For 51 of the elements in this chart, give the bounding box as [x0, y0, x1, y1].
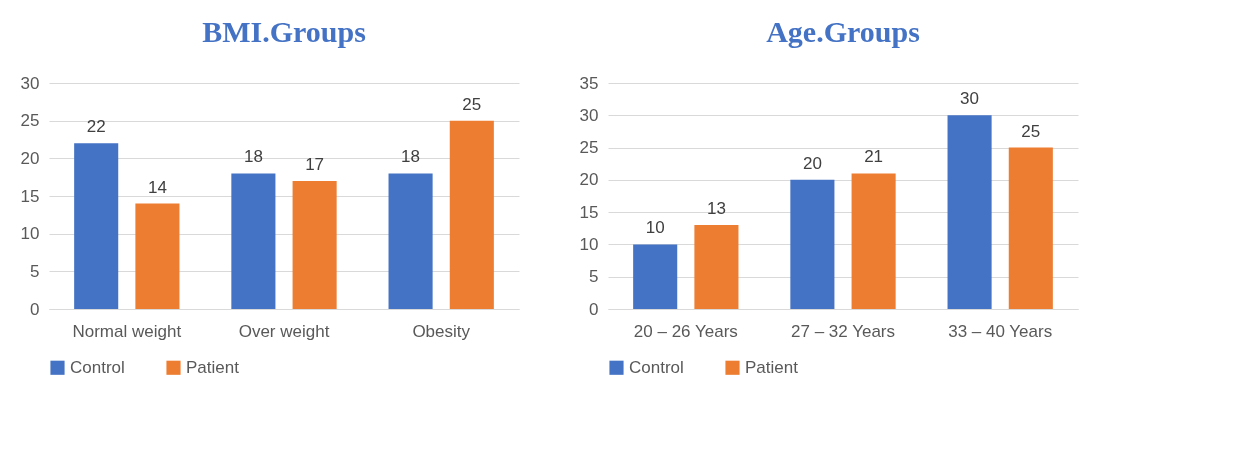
y-tick-label: 10	[20, 224, 40, 244]
y-tick-label: 15	[579, 202, 599, 222]
y-tick-label: 25	[579, 138, 599, 158]
data-label: 17	[305, 154, 325, 174]
bar	[633, 244, 678, 309]
y-tick-label: 25	[20, 111, 40, 131]
data-label: 25	[1021, 121, 1041, 141]
bar	[1008, 147, 1053, 309]
data-label: 30	[960, 89, 980, 109]
legend-label: Patient	[745, 357, 799, 377]
bar	[74, 143, 119, 309]
x-tick-label: Normal weight	[72, 321, 182, 341]
x-tick-label: 20 – 26 Years	[633, 321, 738, 341]
data-label: 18	[243, 147, 263, 167]
y-tick-label: 30	[579, 105, 599, 125]
y-tick-label: 0	[589, 299, 599, 319]
bar	[231, 173, 276, 309]
data-label: 18	[401, 147, 421, 167]
bar	[947, 115, 992, 309]
x-tick-label: 27 – 32 Years	[791, 321, 895, 341]
y-tick-label: 30	[20, 73, 40, 93]
bar	[851, 173, 896, 309]
y-tick-label: 35	[579, 73, 599, 93]
data-label: 14	[147, 177, 167, 197]
data-label: 22	[86, 117, 106, 137]
bar	[449, 120, 494, 309]
bar	[135, 203, 180, 309]
data-label: 21	[864, 147, 884, 167]
y-tick-label: 0	[30, 299, 40, 319]
x-tick-label: Obesity	[412, 321, 471, 341]
x-tick-label: Over weight	[238, 321, 330, 341]
y-tick-label: 5	[589, 267, 599, 287]
data-label: 13	[706, 199, 726, 219]
data-label: 10	[645, 218, 665, 238]
y-tick-label: 20	[20, 148, 40, 168]
x-tick-label: 33 – 40 Years	[948, 321, 1053, 341]
bar	[388, 173, 433, 309]
chart-title: Age.Groups	[766, 15, 920, 48]
data-label: 20	[802, 153, 822, 173]
chart-title: BMI.Groups	[202, 15, 366, 48]
bar	[694, 225, 739, 309]
y-tick-label: 15	[20, 186, 40, 206]
data-label: 25	[462, 94, 482, 114]
legend-label: Patient	[186, 357, 240, 377]
y-tick-label: 20	[579, 170, 599, 190]
y-tick-label: 10	[579, 234, 599, 254]
bar	[292, 180, 337, 309]
y-tick-label: 5	[30, 261, 40, 281]
bar	[790, 179, 835, 309]
legend-label: Control	[70, 357, 125, 377]
legend-label: Control	[629, 357, 684, 377]
